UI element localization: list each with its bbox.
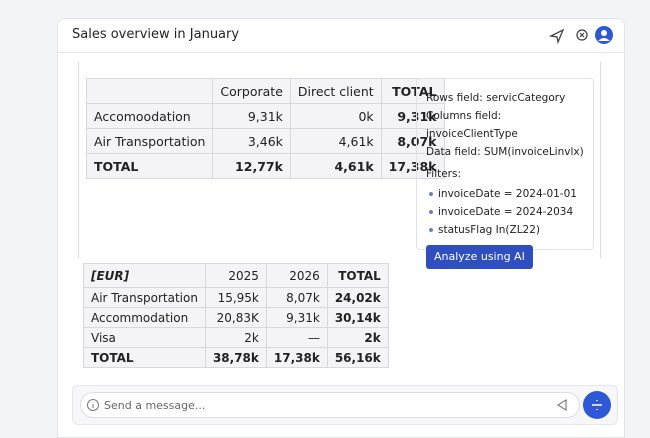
info-icon xyxy=(87,399,99,411)
share-icon[interactable] xyxy=(548,28,565,45)
row-label: Accommodation xyxy=(83,307,206,328)
cell: 38,78k xyxy=(204,347,267,368)
corner-cell xyxy=(85,78,214,104)
filter-item: invoiceDate = 2024-2034 xyxy=(429,203,584,221)
filter-item: statusFlag In(ZL22) xyxy=(429,221,584,239)
row-label: Air Transportation xyxy=(83,287,206,308)
header-cell: TOTAL xyxy=(326,263,389,288)
cell: 8,07k xyxy=(265,287,328,308)
field-value: SUM(invoiceLinvlx) xyxy=(483,146,584,158)
message-area xyxy=(78,62,601,258)
cell: 9,31k xyxy=(212,103,291,129)
field-line: Columns field: invoiceClientType xyxy=(426,107,584,143)
analyze-button[interactable]: Analyze using AI xyxy=(426,245,533,269)
row-label: Visa xyxy=(83,327,206,348)
row-label: Accomoodation xyxy=(85,103,214,129)
field-label: Rows field: xyxy=(426,92,483,104)
cell: 4,61k xyxy=(289,153,382,179)
header-cell: Direct client xyxy=(289,78,382,104)
cell: 20,83K xyxy=(204,307,267,328)
cell: 15,95k xyxy=(204,287,267,308)
cell: 17,38k xyxy=(265,347,328,368)
header-cell: TOTAL xyxy=(380,78,445,104)
close-icon[interactable] xyxy=(576,29,588,41)
header-cell: 2026 xyxy=(265,263,328,288)
filter-list: invoiceDate = 2024-01-01 invoiceDate = 20… xyxy=(426,185,584,239)
message-input[interactable] xyxy=(80,392,580,418)
cell: 12,77k xyxy=(212,153,291,179)
field-value: servicCategory xyxy=(486,92,566,104)
filters-title: Filters: xyxy=(426,168,462,180)
filter-item: invoiceDate = 2024-01-01 xyxy=(429,185,584,203)
header-cell: Corporate xyxy=(212,78,291,104)
divider xyxy=(57,52,625,53)
cell: 24,02k xyxy=(326,287,389,308)
header-icons xyxy=(548,26,613,45)
cell: 2k xyxy=(326,327,389,348)
field-label: Columns field: xyxy=(426,110,502,122)
row-label: TOTAL xyxy=(85,153,214,179)
cell: 56,16k xyxy=(326,347,389,368)
table-row: Accommodation 20,83K 9,31k 30,14k xyxy=(83,307,389,328)
action-button[interactable] xyxy=(583,391,611,419)
table-row: Air Transportation 15,95k 8,07k 24,02k xyxy=(83,287,389,308)
placeholder: Send a message... xyxy=(104,399,206,412)
cell: 30,14k xyxy=(326,307,389,328)
title: Sales overview in January xyxy=(72,27,240,42)
settings-panel: Rows field: servicCategory Columns field:… xyxy=(416,78,594,269)
table-row: Accomoodation 9,31k 0k 9,31k xyxy=(85,103,445,129)
cell: 2k xyxy=(204,327,267,348)
eur-table: [EUR] 2025 2026 TOTAL Air Transportation 15,9… xyxy=(83,263,389,368)
header-cell: 2025 xyxy=(204,263,267,288)
row-label: TOTAL xyxy=(83,347,206,368)
cell: 4,61k xyxy=(289,128,382,154)
field-line: Rows field: servicCategory xyxy=(426,89,584,107)
cell: 17,38k xyxy=(380,153,445,179)
table-row: Air Transportation 3,46k 4,61k 8,07k xyxy=(85,128,445,154)
cell: 3,46k xyxy=(212,128,291,154)
field-value: invoiceClientType xyxy=(426,128,518,140)
cell: 9,31k xyxy=(265,307,328,328)
header-cell: [EUR] xyxy=(83,263,206,288)
cell: — xyxy=(265,327,328,348)
pivot-table: Corporate Direct client TOTAL Accomoodation… xyxy=(85,78,445,179)
cell: 0k xyxy=(289,103,382,129)
row-label: Air Transportation xyxy=(85,128,214,154)
field-line: Data field: SUM(invoiceLinvlx) xyxy=(426,143,584,161)
send-arrow[interactable] xyxy=(555,398,569,412)
header-row: [EUR] 2025 2026 TOTAL xyxy=(83,263,389,288)
table-row: Visa 2k —2k xyxy=(83,327,389,348)
table-row: TOTAL 12,77k 4,61k 17,38k xyxy=(85,153,445,179)
header-row: Corporate Direct client TOTAL xyxy=(85,78,445,104)
field-label: Data field: xyxy=(426,146,481,158)
table-row: TOTAL 38,78k 17,38k 56,16k xyxy=(83,347,389,368)
